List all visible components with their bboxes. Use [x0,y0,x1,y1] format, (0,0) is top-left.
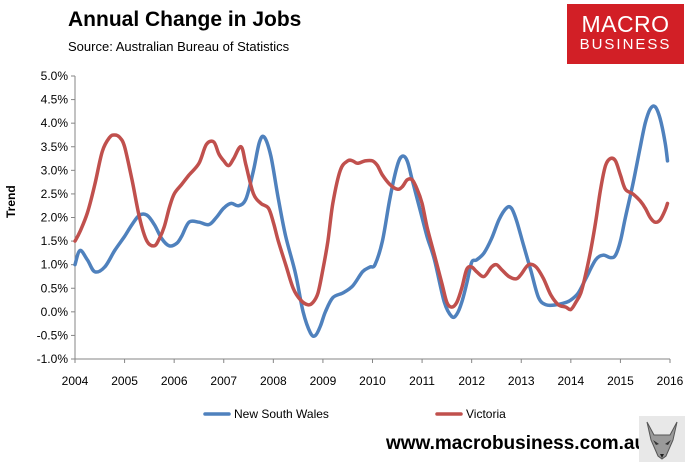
x-tick-label: 2015 [607,374,634,388]
x-tick-label: 2010 [359,374,386,388]
legend-label-victoria: Victoria [466,407,506,421]
y-tick-label: 0.0% [41,305,69,319]
y-tick-label: 3.0% [41,163,69,177]
y-tick-label: 4.0% [41,116,69,130]
fox-mascot-icon [639,416,685,462]
y-tick-label: 4.5% [41,93,69,107]
logo-line-business: BUSINESS [579,36,672,53]
x-tick-label: 2004 [62,374,89,388]
y-tick-label: -0.5% [37,328,69,342]
y-tick-label: 0.5% [41,281,69,295]
x-tick-label: 2012 [458,374,485,388]
x-tick-label: 2013 [508,374,535,388]
x-tick-label: 2008 [260,374,287,388]
x-tick-label: 2005 [111,374,138,388]
y-tick-label: -1.0% [37,352,69,366]
series-line-victoria [73,133,670,312]
x-tick-label: 2006 [161,374,188,388]
x-tick-label: 2009 [310,374,337,388]
x-tick-label: 2016 [657,374,684,388]
y-tick-label: 2.0% [41,211,69,225]
series-line-new-south-wales [73,104,670,338]
y-tick-label: 3.5% [41,140,69,154]
logo-line-macro: MACRO [581,11,670,37]
y-tick-label: 5.0% [41,69,69,83]
y-tick-label: 1.5% [41,234,69,248]
site-url: www.macrobusiness.com.au [386,433,647,454]
y-tick-label: 1.0% [41,258,69,272]
x-tick-label: 2014 [557,374,584,388]
chart-title: Annual Change in Jobs [68,8,302,31]
legend-label-new-south-wales: New South Wales [234,407,329,421]
x-tick-label: 2011 [409,374,435,388]
macrobusiness-logo: MACRO BUSINESS [567,4,684,64]
x-tick-label: 2007 [210,374,237,388]
chart-subtitle: Source: Australian Bureau of Statistics [68,39,290,54]
y-tick-label: 2.5% [41,187,69,201]
